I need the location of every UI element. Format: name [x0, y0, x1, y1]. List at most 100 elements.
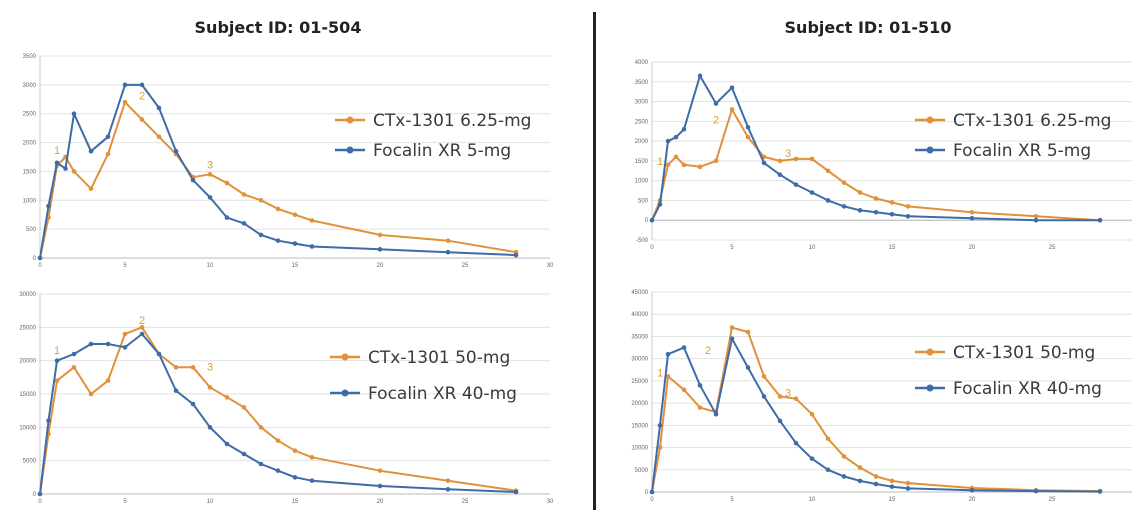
data-point: [657, 423, 663, 428]
data-point: [681, 126, 687, 132]
data-point: [969, 210, 975, 215]
data-point: [156, 134, 162, 140]
data-point: [697, 164, 703, 170]
data-point: [258, 232, 264, 238]
data-point: [139, 331, 145, 337]
legend-label: Focalin XR 5-mg: [953, 141, 1091, 161]
y-tick-label: 30000: [631, 357, 648, 363]
chart-top-left: 0 500 1000 1500 2000 2500 3000 3500 0 5 10 15 20 25 30…: [23, 54, 554, 269]
data-point: [809, 190, 815, 195]
data-point: [292, 241, 298, 246]
data-point: [156, 105, 162, 111]
peak-annotation: 1: [657, 156, 663, 168]
data-point: [873, 196, 879, 201]
data-point: [713, 411, 719, 417]
data-point: [729, 336, 735, 341]
data-point: [241, 221, 247, 226]
y-tick-label: 4000: [635, 60, 649, 66]
data-point: [122, 99, 128, 105]
data-point: [1097, 489, 1103, 494]
x-tick-label: 5: [123, 499, 127, 505]
data-point: [777, 158, 783, 164]
peak-annotation: 2: [139, 315, 145, 327]
data-point: [46, 418, 51, 423]
peak-annotation: 3: [207, 362, 213, 374]
legend-marker: [926, 348, 934, 356]
data-point: [139, 117, 145, 122]
legend-marker: [346, 116, 354, 124]
x-tick-label: 10: [207, 499, 214, 505]
data-point: [761, 394, 767, 399]
data-point: [857, 208, 863, 213]
data-point: [841, 474, 847, 479]
legend-marker: [346, 146, 354, 154]
data-point: [665, 162, 671, 168]
data-point: [777, 418, 783, 424]
y-tick-label: 1000: [635, 179, 649, 185]
y-tick-label: 10000: [19, 425, 36, 431]
x-tick-label: 20: [969, 245, 976, 251]
x-tick-label: 25: [1049, 497, 1056, 503]
data-point: [825, 168, 831, 174]
data-point: [241, 192, 247, 197]
y-tick-label: 10000: [631, 446, 648, 452]
legend-label: Focalin XR 5-mg: [373, 141, 511, 161]
legend-label: CTx-1301 6.25-mg: [953, 111, 1111, 131]
data-point: [241, 405, 247, 410]
data-point: [105, 378, 111, 383]
series-line: [39, 83, 517, 259]
data-point: [190, 401, 196, 407]
y-tick-label: -500: [636, 238, 649, 244]
data-point: [905, 204, 911, 209]
data-point: [513, 252, 519, 258]
data-point: [697, 73, 703, 79]
x-tick-label: 10: [809, 245, 816, 251]
series-line: [651, 108, 1101, 222]
data-point: [857, 190, 863, 195]
data-point: [969, 215, 975, 221]
data-point: [857, 465, 863, 470]
y-tick-label: 2000: [635, 139, 649, 145]
data-point: [673, 134, 679, 140]
data-point: [657, 445, 663, 450]
x-tick-label: 30: [547, 263, 554, 269]
data-point: [46, 203, 51, 209]
panel-divider: [593, 12, 596, 510]
data-point: [377, 232, 383, 238]
data-point: [224, 441, 230, 447]
y-tick-label: 0: [33, 256, 37, 262]
legend-label: CTx-1301 50-mg: [953, 343, 1095, 363]
data-point: [665, 374, 671, 379]
data-point: [258, 461, 264, 467]
data-point: [665, 138, 671, 144]
data-point: [857, 478, 863, 484]
x-tick-label: 15: [889, 245, 896, 251]
y-tick-label: 15000: [631, 423, 648, 429]
data-point: [309, 455, 315, 460]
data-point: [224, 395, 230, 400]
data-point: [139, 82, 145, 88]
x-tick-label: 15: [292, 263, 299, 269]
data-point: [88, 186, 94, 192]
data-point: [793, 156, 799, 162]
peak-annotation: 1: [54, 345, 60, 357]
legend-label: Focalin XR 40-mg: [953, 379, 1102, 399]
data-point: [825, 198, 831, 203]
data-point: [224, 180, 230, 186]
y-tick-label: 5000: [635, 468, 649, 474]
x-tick-label: 5: [730, 497, 734, 503]
peak-annotation: 1: [657, 367, 663, 379]
data-point: [54, 160, 60, 166]
y-tick-label: 3500: [635, 80, 649, 86]
peak-annotation: 2: [705, 345, 711, 357]
y-tick-label: 35000: [631, 334, 648, 340]
y-tick-label: 0: [33, 492, 37, 498]
y-tick-label: 20000: [631, 401, 648, 407]
data-point: [190, 177, 196, 183]
data-point: [292, 212, 298, 218]
y-tick-label: 1500: [23, 169, 37, 175]
y-tick-label: 5000: [23, 459, 37, 465]
series-line: [651, 74, 1100, 222]
data-point: [445, 238, 451, 243]
